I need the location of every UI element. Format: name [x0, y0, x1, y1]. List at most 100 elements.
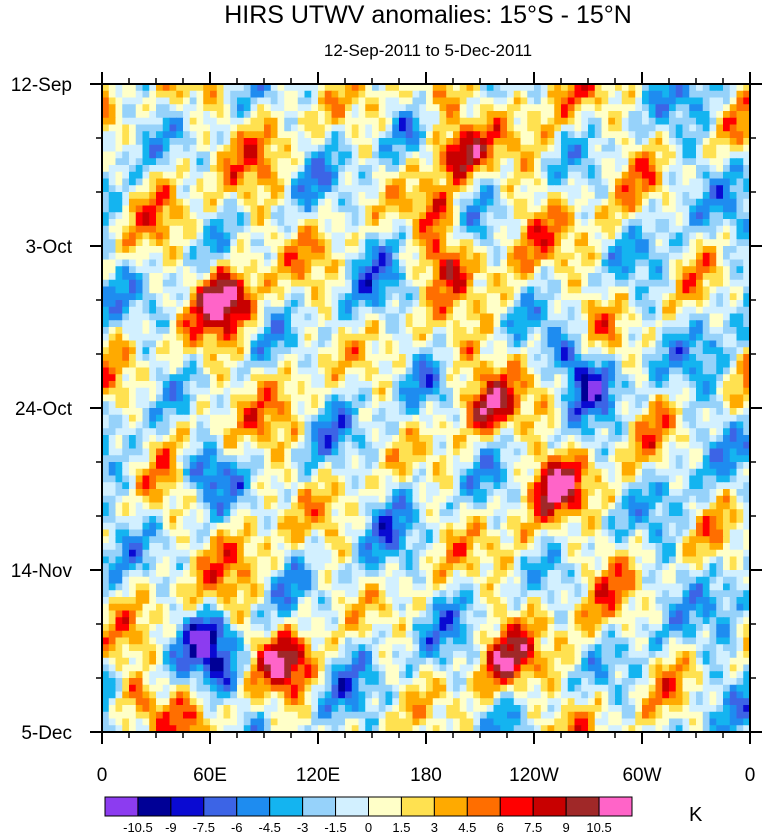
heatmap-cell — [318, 374, 326, 382]
heatmap-cell — [270, 408, 279, 416]
heatmap-cell — [567, 90, 576, 99]
heatmap-cell — [540, 198, 549, 207]
heatmap-cell — [689, 198, 697, 207]
heatmap-cell — [702, 327, 711, 335]
heatmap-cell — [682, 273, 690, 281]
heatmap-cell — [574, 408, 582, 416]
heatmap-cell — [142, 387, 150, 396]
heatmap-cell — [426, 246, 434, 254]
heatmap-cell — [162, 205, 171, 213]
heatmap-cell — [635, 97, 643, 105]
heatmap-cell — [358, 117, 366, 126]
heatmap-cell — [243, 381, 252, 389]
heatmap-cell — [135, 279, 144, 288]
heatmap-cell — [264, 198, 272, 207]
heatmap-cell — [331, 117, 339, 126]
heatmap-cell — [453, 266, 461, 274]
heatmap-cell — [439, 232, 447, 240]
heatmap-cell — [594, 333, 603, 342]
heatmap-cell — [466, 124, 474, 132]
heatmap-cell — [493, 266, 501, 274]
heatmap-cell — [574, 374, 582, 382]
heatmap-cell — [615, 104, 623, 112]
heatmap-cell — [581, 111, 589, 119]
heatmap-cell — [513, 165, 522, 173]
heatmap-cell — [486, 421, 495, 429]
heatmap-cell — [547, 421, 555, 429]
heatmap-cell — [324, 414, 333, 423]
heatmap-cell — [486, 232, 495, 240]
heatmap-cell — [655, 347, 663, 355]
heatmap-cell — [156, 171, 164, 180]
heatmap-cell — [115, 401, 123, 409]
heatmap-cell — [331, 219, 339, 227]
heatmap-cell — [277, 246, 285, 254]
heatmap-cell — [743, 333, 751, 342]
heatmap-cell — [183, 151, 191, 159]
heatmap-cell — [378, 394, 387, 402]
heatmap-cell — [264, 279, 272, 288]
heatmap-cell — [540, 333, 549, 342]
heatmap-cell — [459, 158, 468, 166]
heatmap-cell — [405, 212, 414, 220]
heatmap-cell — [621, 367, 630, 375]
heatmap-cell — [480, 252, 488, 261]
heatmap-cell — [318, 266, 326, 274]
heatmap-cell — [439, 90, 447, 99]
heatmap-cell — [270, 246, 279, 254]
heatmap-cell — [628, 320, 636, 328]
heatmap-cell — [493, 198, 501, 207]
heatmap-cell — [628, 381, 636, 389]
heatmap-cell — [689, 347, 697, 355]
heatmap-cell — [594, 293, 603, 301]
heatmap-cell — [149, 360, 157, 369]
heatmap-cell — [358, 327, 366, 335]
heatmap-cell — [385, 428, 393, 436]
heatmap-cell — [284, 232, 292, 240]
heatmap-cell — [588, 239, 596, 247]
heatmap-cell — [581, 239, 589, 247]
heatmap-cell — [534, 205, 542, 213]
heatmap-cell — [412, 259, 420, 267]
heatmap-cell — [345, 421, 353, 429]
heatmap-cell — [426, 171, 434, 180]
heatmap-cell — [297, 387, 306, 396]
heatmap-cell — [642, 239, 650, 247]
heatmap-cell — [635, 408, 643, 416]
heatmap-cell — [466, 225, 474, 234]
heatmap-cell — [129, 84, 137, 92]
heatmap-cell — [520, 117, 528, 126]
heatmap-cell — [365, 165, 373, 173]
heatmap-cell — [426, 90, 434, 99]
heatmap-cell — [682, 347, 690, 355]
heatmap-cell — [581, 279, 589, 288]
heatmap-cell — [702, 286, 711, 294]
heatmap-cell — [588, 374, 596, 382]
heatmap-cell — [453, 381, 461, 389]
heatmap-cell — [662, 279, 670, 288]
heatmap-cell — [621, 320, 630, 328]
heatmap-cell — [250, 90, 258, 99]
heatmap-cell — [156, 158, 164, 166]
heatmap-cell — [689, 279, 697, 288]
heatmap-cell — [102, 111, 110, 119]
heatmap-cell — [189, 279, 198, 288]
heatmap-cell — [399, 421, 407, 429]
heatmap-cell — [615, 239, 623, 247]
heatmap-cell — [601, 205, 609, 213]
heatmap-cell — [554, 165, 562, 173]
heatmap-cell — [608, 273, 616, 281]
heatmap-cell — [115, 293, 123, 301]
heatmap-cell — [486, 408, 495, 416]
heatmap-cell — [669, 205, 677, 213]
heatmap-cell — [345, 286, 353, 294]
heatmap-cell — [716, 219, 724, 227]
heatmap-cell — [358, 90, 366, 99]
heatmap-cell — [216, 306, 225, 315]
heatmap-cell — [716, 185, 724, 193]
heatmap-cell — [243, 408, 252, 416]
heatmap-cell — [115, 367, 123, 375]
heatmap-cell — [176, 198, 184, 207]
heatmap-cell — [581, 327, 589, 335]
heatmap-cell — [318, 394, 326, 402]
